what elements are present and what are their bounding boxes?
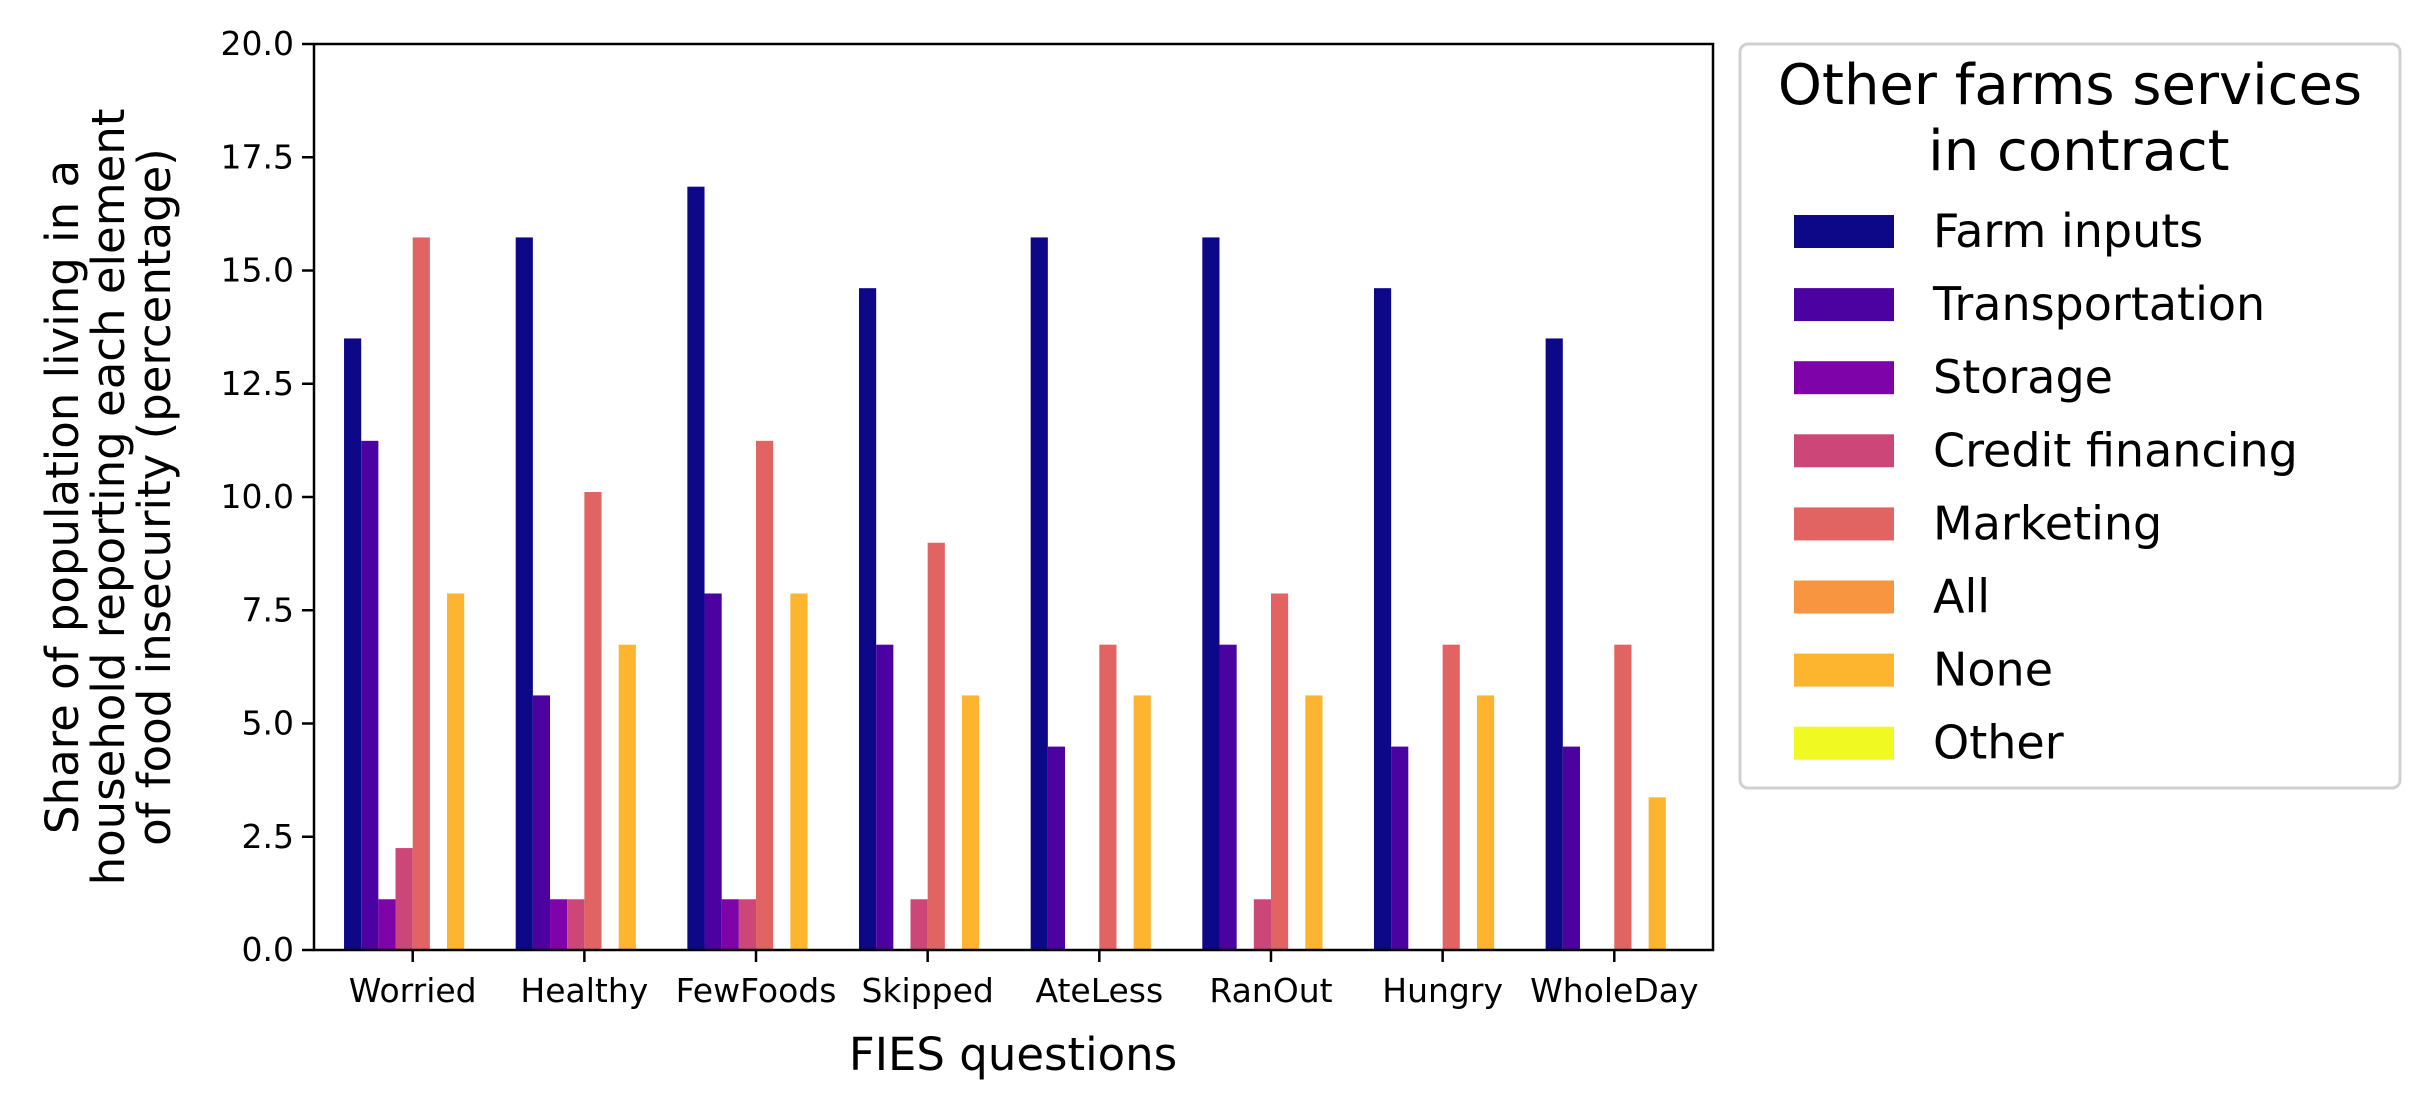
- bar-farm-inputs-hungry: [1373, 288, 1392, 950]
- bar-credit-financing-worried: [395, 848, 413, 950]
- x-tick-label: RanOut: [1209, 971, 1332, 1010]
- bars-group: [344, 186, 1666, 950]
- legend-swatch: [1794, 580, 1894, 614]
- legend: Other farms services in contract Farm inp…: [1738, 42, 2402, 790]
- bar-none-hungry: [1476, 695, 1495, 950]
- bar-marketing-ateless: [1099, 644, 1117, 950]
- bar-none-wholeday: [1648, 797, 1666, 950]
- bar-none-skipped: [962, 695, 980, 950]
- bar-none-ateless: [1133, 695, 1151, 950]
- bar-farm-inputs-healthy: [515, 237, 533, 950]
- bar-farm-inputs-fewfoods: [687, 186, 705, 950]
- legend-title: in contract: [1910, 119, 2229, 184]
- bar-none-worried: [447, 593, 465, 950]
- y-tick-label: 2.5: [242, 817, 294, 856]
- legend-swatch: [1794, 653, 1894, 687]
- bar-none-fewfoods: [790, 593, 808, 950]
- bar-transportation-hungry: [1391, 746, 1409, 950]
- y-tick-label: 15.0: [221, 251, 294, 290]
- bar-storage-healthy: [550, 899, 568, 950]
- x-tick-label: Healthy: [520, 971, 648, 1010]
- bar-marketing-wholeday: [1614, 644, 1632, 950]
- x-tick-label: Hungry: [1382, 971, 1503, 1010]
- bar-transportation-skipped: [876, 644, 894, 950]
- bar-farm-inputs-skipped: [859, 288, 877, 950]
- legend-label: Farm inputs: [1933, 204, 2203, 258]
- bar-transportation-healthy: [532, 695, 551, 950]
- bar-farm-inputs-ranout: [1202, 237, 1220, 950]
- bar-credit-financing-skipped: [910, 899, 928, 950]
- bar-marketing-hungry: [1442, 644, 1460, 950]
- bar-marketing-skipped: [927, 542, 945, 950]
- legend-swatch: [1794, 361, 1894, 395]
- y-axis: 0.0 2.5 5.0 7.5 10.0 12.5 15.0 17.5 20.0: [221, 24, 314, 969]
- legend-swatch: [1794, 726, 1894, 760]
- x-tick-label: AteLess: [1035, 971, 1163, 1010]
- y-axis-label: Share of population living in ahousehold…: [36, 109, 181, 886]
- bar-marketing-ranout: [1270, 593, 1289, 950]
- bar-marketing-worried: [412, 237, 430, 950]
- y-tick-label: 10.0: [221, 477, 294, 516]
- legend-swatch: [1794, 507, 1894, 541]
- bar-marketing-healthy: [584, 492, 602, 950]
- x-tick-label: Worried: [349, 971, 477, 1010]
- legend-label: Credit financing: [1933, 423, 2298, 477]
- x-axis-label: FIES questions: [849, 1028, 1177, 1081]
- legend-swatch: [1794, 434, 1894, 468]
- bar-transportation-worried: [361, 440, 379, 950]
- y-axis-label-line: of food insecurity (percentage): [128, 148, 181, 846]
- legend-label: Transportation: [1932, 277, 2265, 331]
- y-tick-label: 20.0: [221, 24, 294, 63]
- y-tick-label: 5.0: [242, 704, 294, 743]
- bar-credit-financing-fewfoods: [738, 899, 757, 950]
- bar-farm-inputs-wholeday: [1545, 338, 1563, 950]
- y-tick-label: 12.5: [221, 364, 294, 403]
- bar-transportation-wholeday: [1562, 746, 1580, 950]
- y-axis-label-line: household reporting each element: [82, 109, 135, 886]
- x-axis: Worried Healthy FewFoods Skipped AteLess RanO…: [349, 950, 1698, 1010]
- bar-storage-worried: [378, 899, 396, 950]
- legend-label: All: [1933, 570, 1990, 624]
- bar-credit-financing-healthy: [567, 899, 585, 950]
- x-tick-label: WholeDay: [1530, 971, 1698, 1010]
- legend-label: Other: [1933, 716, 2064, 770]
- legend-label: Marketing: [1933, 496, 2162, 550]
- legend-swatch: [1794, 288, 1894, 322]
- legend-frame: [1738, 42, 2402, 790]
- bar-marketing-fewfoods: [756, 440, 774, 950]
- bar-transportation-ranout: [1219, 644, 1237, 950]
- bar-transportation-fewfoods: [704, 593, 722, 950]
- bar-none-ranout: [1305, 695, 1323, 950]
- x-tick-label: FewFoods: [676, 971, 837, 1010]
- bar-farm-inputs-worried: [344, 338, 362, 950]
- bar-credit-financing-ranout: [1253, 899, 1271, 950]
- x-tick-label: Skipped: [861, 971, 993, 1010]
- bar-transportation-ateless: [1047, 746, 1065, 950]
- y-tick-label: 17.5: [221, 137, 294, 176]
- y-tick-label: 7.5: [242, 590, 294, 629]
- bar-farm-inputs-ateless: [1030, 237, 1048, 950]
- legend-swatch: [1794, 215, 1894, 248]
- legend-label: Storage: [1933, 350, 2113, 404]
- legend-label: None: [1933, 643, 2053, 697]
- y-axis-label-line: Share of population living in a: [36, 160, 89, 834]
- legend-title: Other farms services: [1778, 53, 2362, 118]
- y-tick-label: 0.0: [242, 930, 294, 969]
- bar-none-healthy: [618, 644, 636, 950]
- bar-storage-fewfoods: [721, 899, 739, 950]
